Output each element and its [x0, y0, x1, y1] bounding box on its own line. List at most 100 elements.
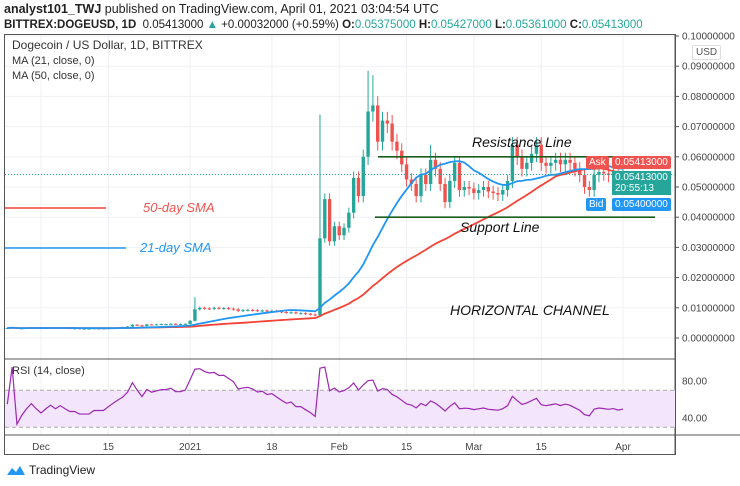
y-tick-label: 0.05000000 — [682, 183, 735, 194]
candle-down — [520, 156, 524, 169]
candle-down — [587, 187, 592, 191]
open-label: O: — [342, 19, 355, 31]
symbol: BITTREX:DOGEUSD, 1D — [4, 19, 137, 31]
candle-down — [578, 168, 582, 175]
ask-price: 0.05413000 — [612, 156, 671, 169]
ohlc-bar: BITTREX:DOGEUSD, 1D 0.05413000 ▲ +0.0003… — [4, 18, 643, 32]
candle-down — [135, 324, 139, 326]
candle-up — [534, 144, 539, 154]
candle-down — [279, 311, 284, 313]
candle-up — [332, 226, 337, 242]
candle-up — [241, 310, 245, 312]
candle-down — [404, 164, 409, 180]
candle-down — [149, 324, 154, 326]
candle-up — [366, 111, 370, 157]
candle-up — [428, 159, 433, 184]
candle-down — [573, 162, 577, 169]
bid-price: 0.05400000 — [612, 198, 671, 211]
bid-tag: Bid — [586, 198, 607, 211]
close-value: 0.05413000 — [581, 19, 643, 31]
candle-up — [592, 174, 596, 191]
author[interactable]: analyst101_TWJ — [4, 2, 102, 16]
candle-up — [549, 162, 553, 166]
candle-up — [299, 313, 303, 315]
candle-up — [5, 328, 10, 330]
x-tick-label: 15 — [103, 442, 115, 453]
candle-down — [424, 174, 428, 184]
y-tick-label: 0.04000000 — [682, 213, 735, 224]
candle-up — [361, 156, 365, 197]
publish-date: published on TradingView.com, April 01, … — [104, 2, 439, 16]
candle-down — [217, 307, 221, 309]
y-tick-label: 0.07000000 — [682, 122, 735, 133]
candle-up — [563, 159, 567, 165]
rsi-line — [6, 366, 624, 427]
chart-title: Dogecoin / US Dollar, 1D, BITTREX — [12, 38, 203, 52]
candle-down — [376, 105, 380, 142]
candle-up — [260, 310, 264, 312]
close-label: C: — [569, 19, 582, 31]
currency-label[interactable]: USD — [692, 45, 722, 60]
candle-down — [496, 193, 500, 195]
candle-down — [356, 177, 361, 197]
candles — [5, 70, 625, 330]
candle-up — [188, 320, 192, 324]
x-tick-label: 15 — [401, 442, 413, 453]
candle-up — [323, 199, 327, 239]
candle-up — [419, 174, 423, 197]
candle-up — [212, 307, 216, 309]
rsi-tick-label: 40.00 — [682, 414, 707, 425]
brand-name: TradingView — [29, 463, 96, 477]
candle-up — [477, 190, 481, 194]
candle-up — [342, 227, 346, 236]
last-price: 0.05413000 — [142, 19, 204, 31]
candle-down — [515, 144, 519, 157]
candle-down — [443, 183, 447, 203]
legend-ma21[interactable]: MA (21, close, 0) — [12, 55, 95, 67]
candle-down — [284, 312, 289, 314]
x-tick-label: Dec — [32, 442, 50, 453]
candle-up — [178, 324, 183, 326]
y-tick-label: 0.02000000 — [682, 273, 735, 284]
publish-info: analyst101_TWJ published on TradingView.… — [4, 2, 439, 17]
candle-up — [462, 187, 466, 191]
candle-down — [265, 310, 269, 312]
candle-up — [318, 238, 322, 316]
candle-down — [385, 120, 390, 124]
candle-down — [207, 308, 212, 310]
tradingview-logo[interactable]: TradingView — [6, 463, 95, 477]
y-tick-label: 0.08000000 — [682, 92, 735, 103]
candle-down — [140, 325, 144, 327]
tradingview-logo-icon — [7, 466, 25, 475]
candle-down — [472, 188, 476, 194]
candle-up — [130, 324, 135, 327]
candle-down — [327, 199, 332, 242]
candle-down — [255, 310, 260, 312]
candle-down — [467, 187, 471, 189]
candle-down — [457, 162, 462, 191]
candle-down — [438, 168, 442, 184]
candle-up — [183, 323, 187, 325]
sma50-label: 50-day SMA — [143, 200, 215, 215]
candle-down — [602, 171, 606, 174]
x-tick-label: Mar — [465, 442, 483, 453]
candle-down — [390, 123, 394, 142]
candle-up — [289, 312, 293, 314]
legend-ma50[interactable]: MA (50, close, 0) — [12, 70, 95, 82]
bar-countdown: 20:55:13 — [615, 183, 654, 194]
low-label: L: — [494, 19, 506, 31]
candle-down — [409, 179, 414, 184]
candle-up — [597, 171, 601, 175]
last-price-value: 0.05413000 — [615, 172, 668, 183]
price-change: +0.00032000 (+0.59%) — [221, 19, 339, 31]
legend-rsi[interactable]: RSI (14, close) — [12, 365, 85, 377]
candle-down — [582, 174, 587, 187]
high-label: H: — [418, 19, 431, 31]
x-tick-label: 2021 — [179, 442, 202, 453]
candle-down — [395, 141, 399, 151]
candle-up — [371, 105, 375, 112]
sma21-label: 21-day SMA — [140, 240, 212, 255]
candle-up — [193, 309, 197, 321]
candle-down — [231, 308, 236, 310]
